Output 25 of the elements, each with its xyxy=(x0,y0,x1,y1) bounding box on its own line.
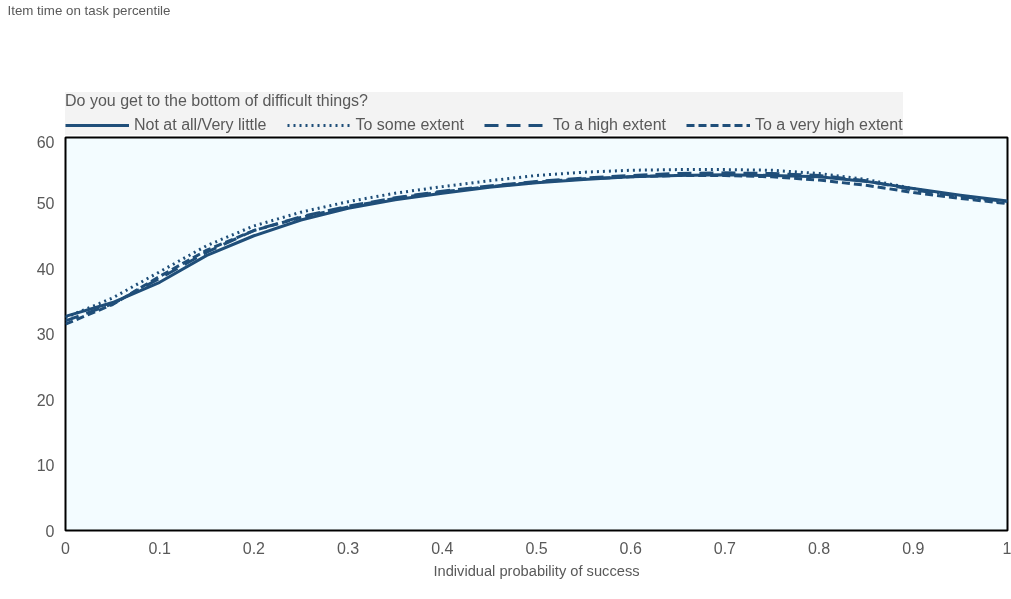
x-tick-label: 0.7 xyxy=(713,539,737,557)
y-tick-label: 30 xyxy=(36,326,55,343)
x-tick-label: 0.3 xyxy=(336,539,360,557)
x-tick-label: 0.2 xyxy=(242,539,266,557)
legend-label: To a very high extent xyxy=(754,116,903,134)
legend-label: To a high extent xyxy=(553,116,666,134)
legend-title: Do you get to the bottom of difficult things? xyxy=(65,92,369,110)
legend-label: Not at all/Very little xyxy=(134,116,267,134)
legend-label: To some extent xyxy=(355,116,464,134)
y-tick-label: 50 xyxy=(36,195,55,212)
y-tick-label: 10 xyxy=(36,457,55,474)
y-tick-label: 40 xyxy=(36,260,55,278)
x-tick-label: 0.8 xyxy=(807,539,831,557)
x-tick-label: 0 xyxy=(61,539,71,557)
y-tick-label: 60 xyxy=(36,133,55,151)
x-tick-label: 0.4 xyxy=(431,539,454,557)
x-tick-label: 0.5 xyxy=(525,539,548,557)
x-tick-label: 0.9 xyxy=(902,539,925,557)
y-tick-label: 20 xyxy=(36,391,55,409)
x-tick-label: 0.6 xyxy=(619,539,642,557)
y-tick-label: 0 xyxy=(45,522,55,540)
x-tick-label: 0.1 xyxy=(148,539,171,557)
x-tick-label: 1 xyxy=(1002,539,1011,557)
text: Item time on task percentile xyxy=(7,2,171,18)
x-axis-title: Individual probability of success xyxy=(433,562,640,579)
